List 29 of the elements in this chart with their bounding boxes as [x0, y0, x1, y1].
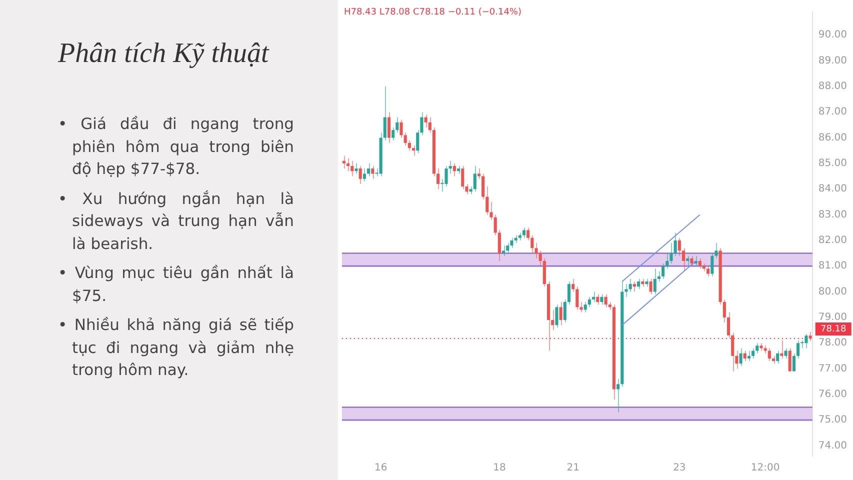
y-tick-label: 85.00 — [818, 158, 848, 170]
ref-line-label: 78.18 — [820, 324, 847, 334]
y-tick-label: 83.00 — [818, 209, 848, 220]
y-tick-label: 82.00 — [818, 235, 848, 246]
y-tick-label: 79.00 — [818, 312, 848, 324]
y-tick-label: 84.00 — [818, 184, 848, 195]
y-tick-label: 76.00 — [818, 389, 848, 400]
y-tick-label: 78.00 — [818, 338, 848, 349]
x-tick-label: 21 — [566, 462, 580, 474]
y-tick-label: 86.00 — [818, 132, 848, 144]
text: • Giá dầu đi ngang trong phiên hôm qua trong biên độ hẹp $77-$78. — [58, 114, 294, 180]
annotation: H78.43 L78.08 C78.18 −0.11 (−0.14%) — [344, 7, 522, 18]
text: Phân tích Kỹ thuật — [58, 38, 269, 70]
y-tick-label: 90.00 — [818, 30, 848, 41]
y-tick-label: 75.00 — [818, 414, 848, 426]
x-tick-label: 16 — [374, 462, 388, 474]
x-tick-label: 12:00 — [750, 462, 780, 474]
y-tick-label: 74.00 — [818, 440, 848, 452]
text: • Nhiều khả năng giá sẽ tiếp tục đi ngang và giảm nhẹ trong hôm nay. — [58, 315, 294, 381]
y-tick-label: 87.00 — [818, 106, 848, 118]
y-tick-label: 88.00 — [818, 81, 848, 92]
y-tick-label: 77.00 — [818, 363, 848, 374]
y-tick-label: 81.00 — [818, 260, 848, 272]
x-tick-label: 18 — [493, 462, 506, 474]
y-tick-label: 80.00 — [818, 286, 848, 298]
text: • Vùng mục tiêu gần nhất là $75. — [58, 263, 294, 306]
text: • Xu hướng ngắn hạn là sideways và trung hạn vẫn là bearish. — [58, 188, 294, 254]
y-tick-label: 89.00 — [818, 55, 848, 66]
x-tick-label: 23 — [673, 462, 686, 474]
